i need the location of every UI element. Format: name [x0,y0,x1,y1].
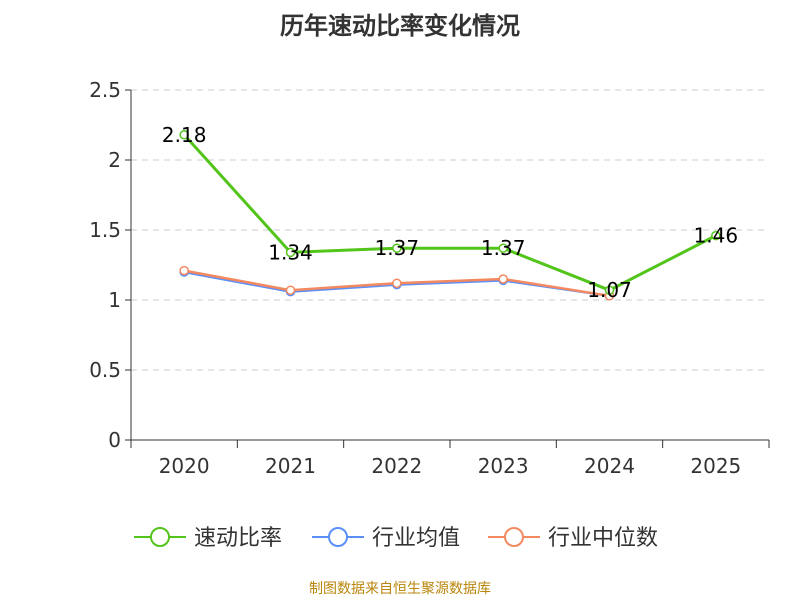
data-label: 1.37 [481,236,526,260]
x-tick-label: 2022 [371,454,422,478]
legend-marker [328,527,348,547]
x-tick-label: 2024 [584,454,635,478]
data-point [498,274,508,284]
source-note: 制图数据来自恒生聚源数据库 [309,581,491,597]
legend-marker [504,527,524,547]
label-layer: 2.18 1.34 1.37 1.37 1.07 1.46 [162,123,738,302]
x-tick-label: 2025 [690,454,741,478]
y-tick-label: 0 [108,428,121,452]
data-point [392,243,402,253]
legend-label: 行业中位数 [548,526,658,551]
x-tick-label: 2020 [159,454,210,478]
legend-label: 速动比率 [194,526,282,551]
data-point [285,247,296,258]
legend: 速动比率 行业均值 行业中位数 [134,526,658,551]
y-tick-label: 2 [108,148,121,172]
data-point [392,278,402,288]
data-point [604,285,615,295]
data-point [179,130,189,140]
data-label: 1.37 [375,236,420,260]
data-label: 1.34 [268,240,313,264]
data-point [711,230,721,241]
chart-title: 历年速动比率变化情况 [280,12,520,40]
data-point [498,243,508,253]
series-layer [179,130,721,301]
x-tick-label: 2021 [265,454,316,478]
grid-layer [131,89,769,371]
y-tick-label: 0.5 [89,358,121,382]
legend-label: 行业均值 [372,526,460,551]
y-tick-label: 1 [108,288,121,312]
data-label: 1.46 [694,224,739,248]
series-line [183,133,717,292]
x-tick-label: 2023 [478,454,529,478]
data-label: 2.18 [162,123,207,147]
legend-marker [150,527,170,547]
data-label: 1.07 [587,278,632,302]
data-point [285,285,296,295]
data-point [179,265,189,276]
axis-layer: 0 0.5 1 1.5 2 2.5 2020 2021 2022 2023 2024 2025 [89,78,770,478]
y-tick-label: 2.5 [89,78,121,102]
y-tick-label: 1.5 [89,218,121,242]
